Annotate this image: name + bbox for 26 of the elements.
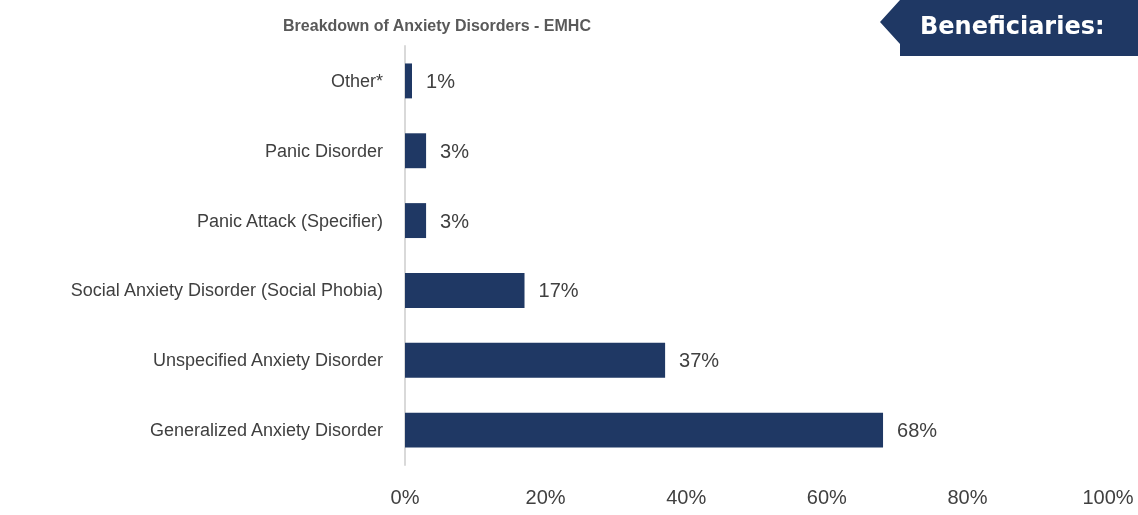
bar — [405, 412, 884, 448]
chart-title: Breakdown of Anxiety Disorders - EMHC — [283, 16, 592, 34]
bar — [405, 203, 427, 239]
callout-banner: Beneficiaries: — [880, 0, 1138, 56]
data-label: 68% — [897, 419, 938, 442]
bar — [405, 272, 525, 308]
x-tick-label: 80% — [947, 486, 988, 508]
y-tick-label: Panic Disorder — [264, 140, 383, 161]
data-label: 3% — [440, 139, 470, 162]
x-tick-label: 0% — [390, 486, 420, 508]
bar — [405, 342, 666, 378]
bar — [405, 63, 413, 99]
y-tick-label: Other* — [330, 70, 383, 91]
y-tick-label: Panic Attack (Specifier) — [196, 210, 383, 231]
y-tick-label: Unspecified Anxiety Disorder — [152, 350, 383, 371]
data-label: 17% — [538, 279, 579, 302]
x-tick-label: 40% — [666, 486, 707, 508]
y-tick-label: Generalized Anxiety Disorder — [149, 420, 383, 441]
x-tick-label: 60% — [806, 486, 848, 508]
data-label: 3% — [440, 209, 470, 232]
x-tick-label: 20% — [525, 486, 566, 508]
data-label: 1% — [426, 69, 456, 92]
x-tick-label: 100% — [1082, 486, 1134, 508]
y-tick-label: Social Anxiety Disorder (Social Phobia) — [70, 280, 383, 301]
data-label: 37% — [679, 349, 720, 372]
bar — [405, 133, 427, 169]
